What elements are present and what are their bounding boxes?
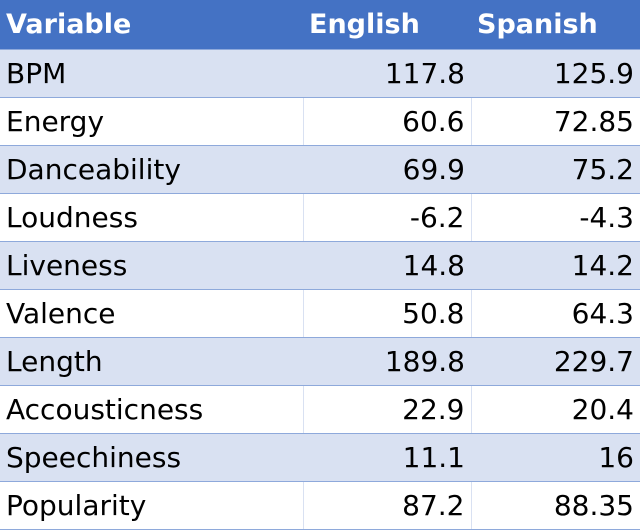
spanish-cell: 20.4 <box>470 385 640 434</box>
header-spanish: Spanish <box>471 0 640 50</box>
table-row: Accousticness 22.9 20.4 <box>0 385 640 434</box>
english-cell: 60.6 <box>302 97 471 146</box>
variable-cell: Valence <box>0 289 303 338</box>
english-cell: 189.8 <box>303 337 471 386</box>
english-cell: 117.8 <box>303 49 471 98</box>
variable-cell: Danceability <box>0 145 303 194</box>
header-english: English <box>303 0 471 50</box>
table-row: Danceability 69.9 75.2 <box>0 145 640 194</box>
spanish-cell: 88.35 <box>470 481 640 530</box>
table-row: BPM 117.8 125.9 <box>0 49 640 98</box>
spanish-cell: 229.7 <box>471 337 640 386</box>
table-row: Energy 60.6 72.85 <box>0 97 640 146</box>
spanish-cell: 75.2 <box>471 145 640 194</box>
variable-cell: Liveness <box>0 241 303 290</box>
table-row: Popularity 87.2 88.35 <box>0 481 640 530</box>
table-row: Loudness -6.2 -4.3 <box>0 193 640 242</box>
table-row: Speechiness 11.1 16 <box>0 433 640 482</box>
spanish-cell: 14.2 <box>471 241 640 290</box>
english-cell: 14.8 <box>303 241 471 290</box>
variable-cell: Length <box>0 337 303 386</box>
english-cell: 69.9 <box>303 145 471 194</box>
spanish-cell: 64.3 <box>470 289 640 338</box>
spanish-cell: 72.85 <box>470 97 640 146</box>
variable-cell: Speechiness <box>0 433 303 482</box>
variable-cell: Popularity <box>0 481 303 530</box>
variable-cell: Loudness <box>0 193 303 242</box>
spanish-cell: -4.3 <box>470 193 640 242</box>
variable-cell: Energy <box>0 97 303 146</box>
spanish-cell: 125.9 <box>471 49 640 98</box>
header-row: Variable English Spanish <box>0 0 640 50</box>
table-row: Length 189.8 229.7 <box>0 337 640 386</box>
spanish-cell: 16 <box>471 433 640 482</box>
header-variable: Variable <box>0 0 303 50</box>
english-cell: 22.9 <box>302 385 471 434</box>
table-row: Valence 50.8 64.3 <box>0 289 640 338</box>
english-cell: 11.1 <box>303 433 471 482</box>
variable-cell: Accousticness <box>0 385 303 434</box>
table-row: Liveness 14.8 14.2 <box>0 241 640 290</box>
variable-cell: BPM <box>0 49 303 98</box>
english-cell: 50.8 <box>302 289 471 338</box>
english-cell: 87.2 <box>302 481 471 530</box>
english-cell: -6.2 <box>302 193 471 242</box>
